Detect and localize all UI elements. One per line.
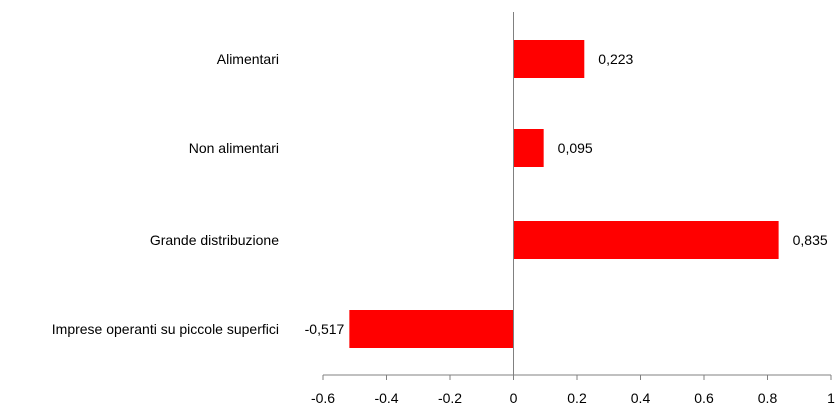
data-label-0: 0,223: [598, 51, 633, 67]
bar-3: [349, 310, 514, 348]
bar-2: [513, 221, 779, 259]
x-tick-label-7: 0.8: [758, 390, 778, 406]
x-tick-label-8: 1: [827, 390, 835, 406]
bar-0: [513, 40, 585, 78]
x-tick-label-1: -0.4: [374, 390, 398, 406]
x-tick-label-2: -0.2: [438, 390, 462, 406]
labels-group: Alimentari 0,223 Non alimentari 0,095 Grande…: [52, 51, 835, 406]
x-tick-label-5: 0.4: [631, 390, 651, 406]
category-label-3: Imprese operanti su piccole superfici: [52, 321, 279, 337]
bar-1: [513, 129, 544, 167]
category-label-1: Non alimentari: [189, 140, 279, 156]
x-tick-label-3: 0: [510, 390, 518, 406]
data-label-3: -0,517: [305, 321, 345, 337]
data-label-1: 0,095: [558, 140, 593, 156]
data-label-2: 0,835: [793, 232, 828, 248]
category-label-2: Grande distribuzione: [150, 232, 279, 248]
axes-group: [322, 12, 832, 380]
x-tick-label-0: -0.6: [311, 390, 335, 406]
category-label-0: Alimentari: [217, 51, 279, 67]
x-tick-label-6: 0.6: [694, 390, 714, 406]
x-tick-label-4: 0.2: [567, 390, 587, 406]
bars-group: [349, 40, 779, 348]
